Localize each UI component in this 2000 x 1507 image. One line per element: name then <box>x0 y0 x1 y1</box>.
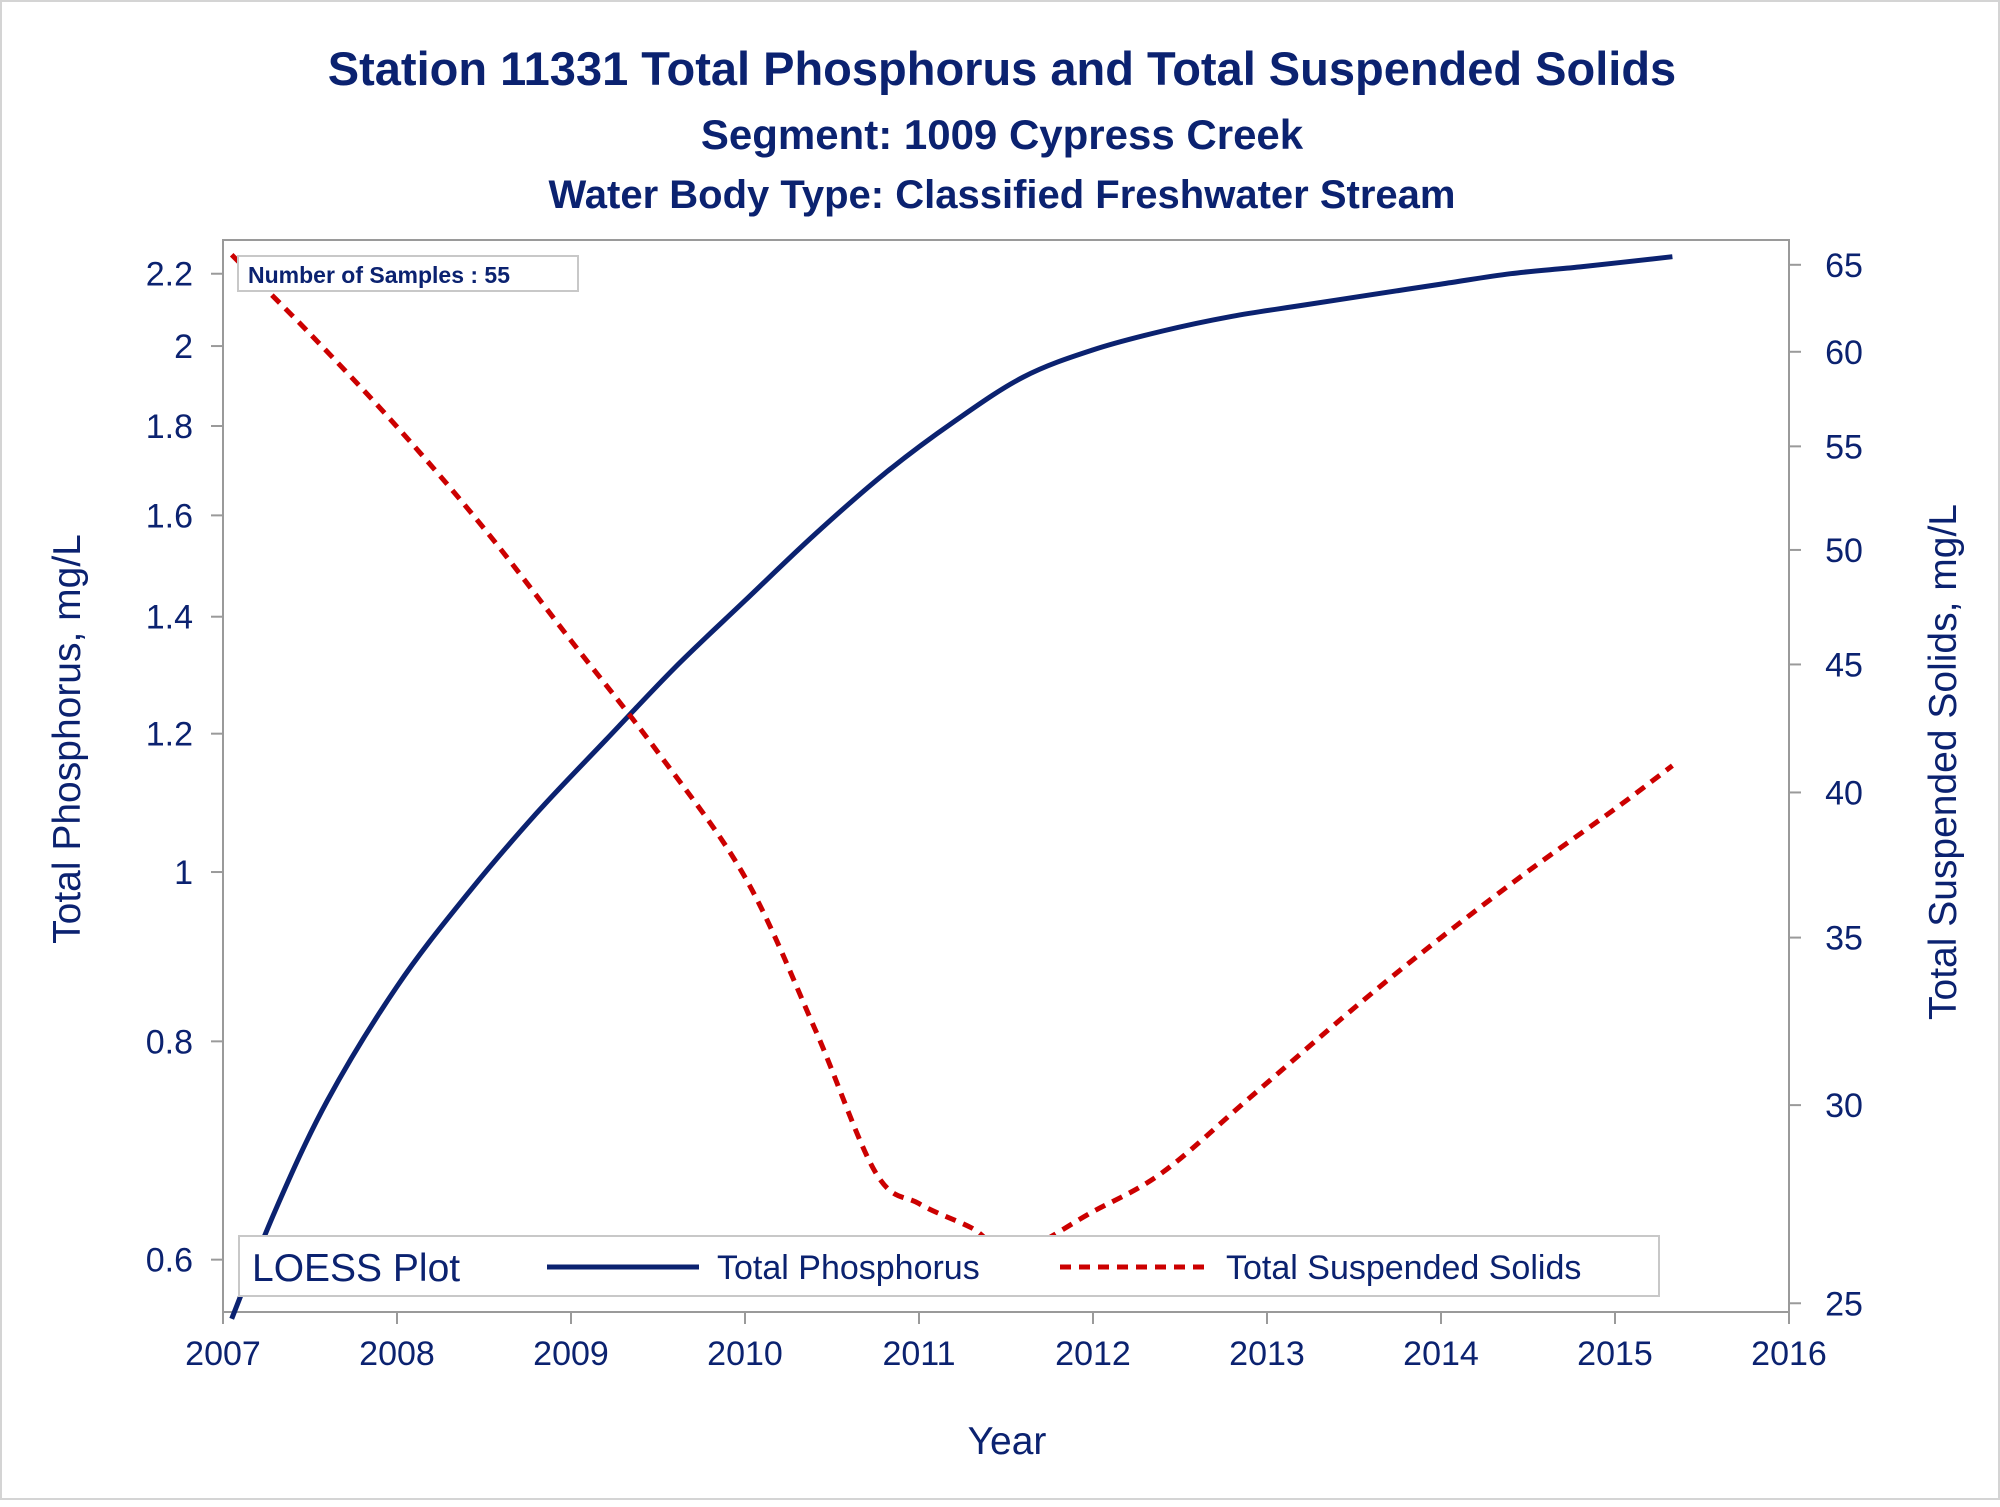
y-axis-right: 25 30 35 40 45 50 55 60 65 <box>1789 247 1863 1323</box>
x-tick-label: 2009 <box>533 1335 609 1373</box>
legend-title: LOESS Plot <box>252 1247 460 1290</box>
x-tick-label: 2015 <box>1577 1335 1653 1373</box>
y-left-tick-label: 0.6 <box>146 1242 193 1280</box>
y-right-tick-label: 30 <box>1825 1087 1863 1125</box>
y-left-tick-label: 0.8 <box>146 1023 193 1061</box>
x-tick-label: 2013 <box>1229 1335 1305 1373</box>
y-left-tick-label: 1 <box>174 854 193 892</box>
y-right-tick-label: 45 <box>1825 646 1863 684</box>
plot-area <box>222 239 1790 1313</box>
x-tick-label: 2007 <box>185 1335 261 1373</box>
legend-item-phosphorus: Total Phosphorus <box>717 1249 980 1287</box>
series-line-phosphorus <box>229 254 1673 1320</box>
y-left-tick-label: 2 <box>174 328 193 366</box>
y-left-tick-label: 1.6 <box>146 497 193 535</box>
y-axis-left-label: Total Phosphorus, mg/L <box>46 534 89 944</box>
chart-subtitle-waterbody: Water Body Type: Classified Freshwater S… <box>549 173 1456 217</box>
samples-inset: Number of Samples : 55 <box>237 255 579 292</box>
y-axis-right-label: Total Suspended Solids, mg/L <box>1922 504 1965 1020</box>
y-right-tick-label: 55 <box>1825 428 1863 466</box>
y-left-tick-label: 2.2 <box>146 256 193 294</box>
x-axis-label: Year <box>968 1420 1047 1463</box>
y-right-tick-label: 65 <box>1825 247 1863 285</box>
x-tick-label: 2014 <box>1403 1335 1479 1373</box>
y-right-tick-label: 50 <box>1825 532 1863 570</box>
x-tick-label: 2008 <box>359 1335 435 1373</box>
y-right-tick-label: 40 <box>1825 774 1863 812</box>
chart-subtitle-segment: Segment: 1009 Cypress Creek <box>701 111 1304 158</box>
legend: LOESS Plot Total Phosphorus Total Suspen… <box>238 1235 1660 1297</box>
series-layer <box>229 253 1674 1320</box>
y-axis-left: 0.6 0.8 1 1.2 1.4 1.6 1.8 2 2.2 <box>146 256 223 1280</box>
samples-inset-box <box>237 255 579 292</box>
legend-box <box>238 1235 1660 1297</box>
y-left-tick-label: 1.8 <box>146 408 193 446</box>
samples-inset-text: Number of Samples : 55 <box>248 262 510 288</box>
x-tick-label: 2010 <box>707 1335 783 1373</box>
y-left-tick-label: 1.2 <box>146 716 193 754</box>
x-tick-label: 2012 <box>1055 1335 1131 1373</box>
x-axis: 2007 2008 2009 2010 2011 2012 2013 2014 2015 2016 <box>185 1312 1827 1373</box>
chart-title: Station 11331 Total Phosphorus and Total… <box>328 42 1676 95</box>
series-line-tss <box>229 253 1674 1255</box>
y-left-tick-label: 1.4 <box>146 599 193 637</box>
x-tick-label: 2016 <box>1751 1335 1827 1373</box>
y-right-tick-label: 60 <box>1825 334 1863 372</box>
y-right-tick-label: 35 <box>1825 920 1863 958</box>
x-tick-label: 2011 <box>882 1335 955 1373</box>
y-right-tick-label: 25 <box>1825 1285 1863 1323</box>
legend-item-tss: Total Suspended Solids <box>1226 1249 1581 1287</box>
